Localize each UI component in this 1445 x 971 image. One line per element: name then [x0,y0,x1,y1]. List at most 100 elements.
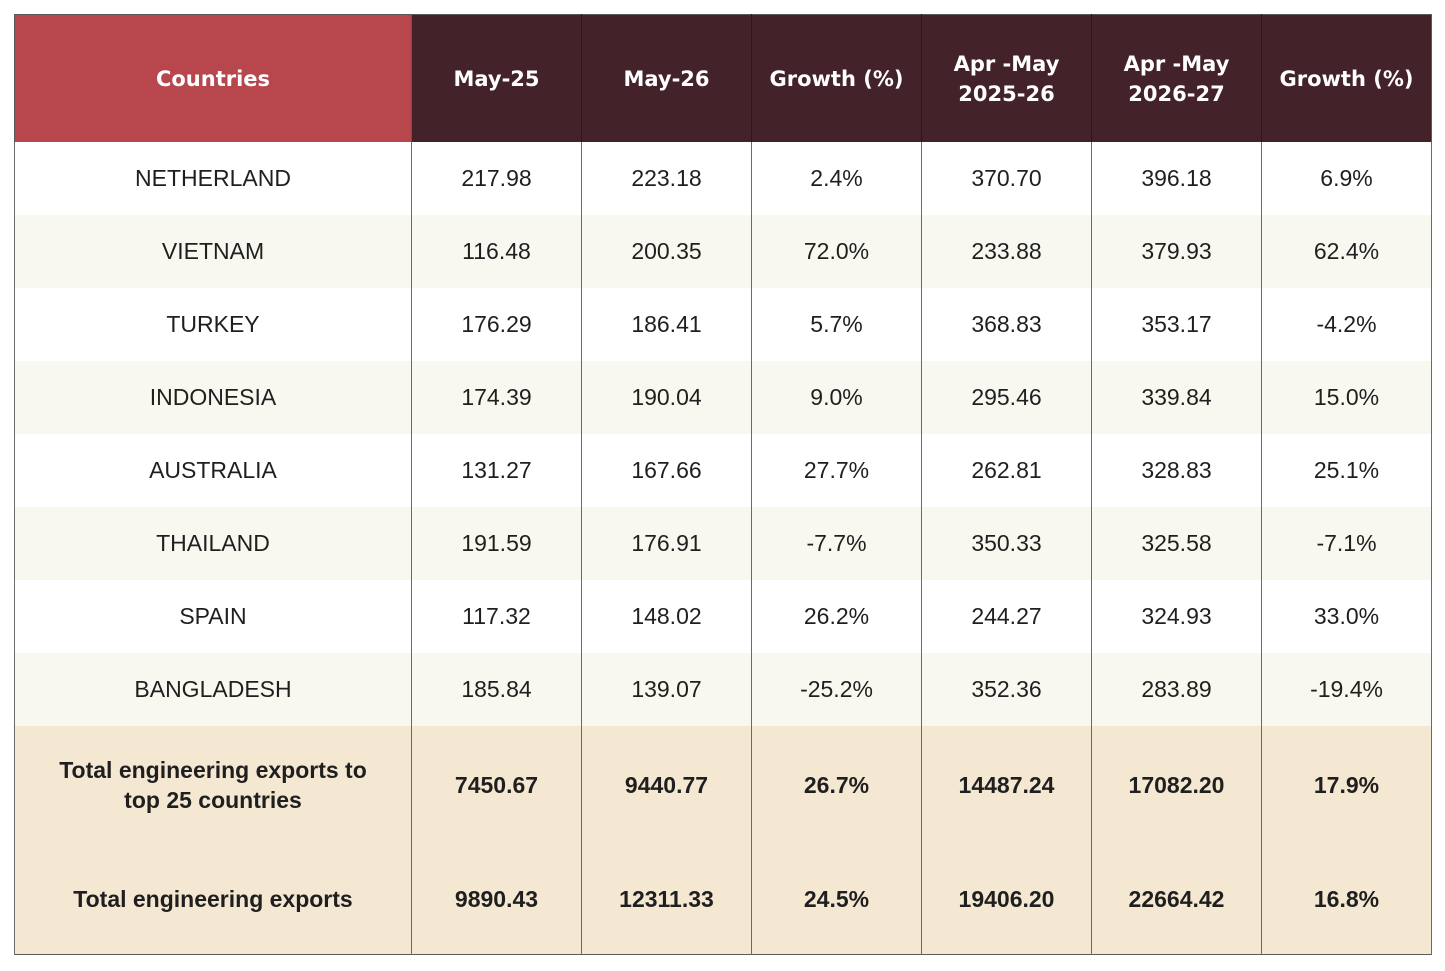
total-label-text: top 25 countries [124,787,302,813]
total-value-cell: 14487.24 [921,726,1092,844]
total-value-cell: 26.7% [751,726,922,844]
column-header-text: Growth (%) [1279,66,1414,91]
column-header-text: Apr -May [953,51,1060,76]
value-cell: 167.66 [581,434,752,507]
total-value-cell: 9890.43 [411,844,582,955]
header-row: Countries May-25 May-26 Growth (%) Apr -May 2… [14,14,1432,142]
value-cell: 191.59 [411,507,582,580]
column-header-text: Countries [155,66,271,91]
value-cell: 244.27 [921,580,1092,653]
column-header-text: 2026-27 [1128,81,1225,106]
value-cell: 9.0% [751,361,922,434]
value-cell: 324.93 [1091,580,1262,653]
column-header-text: May-25 [453,66,540,91]
value-cell: 295.46 [921,361,1092,434]
column-header: May-26 [581,14,752,142]
column-header: Countries [14,14,412,142]
value-cell: 217.98 [411,142,582,215]
total-value-cell: 19406.20 [921,844,1092,955]
column-header-text: Growth (%) [769,66,904,91]
column-header-text: 2025-26 [958,81,1055,106]
table-row: INDONESIA 174.39 190.04 9.0% 295.46 339.84 15.… [14,361,1432,434]
value-cell: 325.58 [1091,507,1262,580]
value-cell: 370.70 [921,142,1092,215]
value-cell: 62.4% [1261,215,1432,288]
engineering-exports-table: Countries May-25 May-26 Growth (%) Apr -May 2… [14,14,1432,955]
country-cell: THAILAND [14,507,412,580]
column-header: Apr -May 2025-26 [921,14,1092,142]
total-value-cell: 12311.33 [581,844,752,955]
country-cell: AUSTRALIA [14,434,412,507]
total-row: Total engineering exports 9890.43 12311.33… [14,844,1432,955]
total-label-text: Total engineering exports to [59,757,367,783]
value-cell: 174.39 [411,361,582,434]
column-header-text: May-26 [623,66,710,91]
value-cell: 190.04 [581,361,752,434]
total-label-cell: Total engineering exports [14,844,412,955]
value-cell: 72.0% [751,215,922,288]
total-label-cell: Total engineering exports to top 25 count… [14,726,412,844]
table-row: BANGLADESH 185.84 139.07 -25.2% 352.36 283.89… [14,653,1432,726]
country-cell: BANGLADESH [14,653,412,726]
table-body: NETHERLAND 217.98 223.18 2.4% 370.70 396.18 6.… [14,142,1432,955]
column-header: Growth (%) [1261,14,1432,142]
value-cell: 131.27 [411,434,582,507]
value-cell: 27.7% [751,434,922,507]
table-row: NETHERLAND 217.98 223.18 2.4% 370.70 396.18 6.… [14,142,1432,215]
total-label-text: Total engineering exports [73,886,353,912]
total-value-cell: 22664.42 [1091,844,1262,955]
value-cell: 328.83 [1091,434,1262,507]
country-cell: INDONESIA [14,361,412,434]
total-value-cell: 24.5% [751,844,922,955]
country-cell: TURKEY [14,288,412,361]
table-row: SPAIN 117.32 148.02 26.2% 244.27 324.93 33.0% [14,580,1432,653]
value-cell: 33.0% [1261,580,1432,653]
column-header: May-25 [411,14,582,142]
total-value-cell: 9440.77 [581,726,752,844]
value-cell: 283.89 [1091,653,1262,726]
value-cell: 186.41 [581,288,752,361]
table-row: TURKEY 176.29 186.41 5.7% 368.83 353.17 -4.2% [14,288,1432,361]
value-cell: 116.48 [411,215,582,288]
column-header: Apr -May 2026-27 [1091,14,1262,142]
value-cell: 176.29 [411,288,582,361]
table-container: Countries May-25 May-26 Growth (%) Apr -May 2… [14,14,1432,957]
table-row: VIETNAM 116.48 200.35 72.0% 233.88 379.93 62.4… [14,215,1432,288]
value-cell: 233.88 [921,215,1092,288]
value-cell: 26.2% [751,580,922,653]
value-cell: 185.84 [411,653,582,726]
value-cell: 262.81 [921,434,1092,507]
value-cell: 339.84 [1091,361,1262,434]
value-cell: 353.17 [1091,288,1262,361]
column-header: Growth (%) [751,14,922,142]
value-cell: 379.93 [1091,215,1262,288]
value-cell: 368.83 [921,288,1092,361]
value-cell: -7.1% [1261,507,1432,580]
value-cell: -25.2% [751,653,922,726]
total-value-cell: 17082.20 [1091,726,1262,844]
total-value-cell: 7450.67 [411,726,582,844]
value-cell: -4.2% [1261,288,1432,361]
value-cell: 6.9% [1261,142,1432,215]
value-cell: 117.32 [411,580,582,653]
value-cell: 176.91 [581,507,752,580]
country-cell: SPAIN [14,580,412,653]
value-cell: -19.4% [1261,653,1432,726]
value-cell: 25.1% [1261,434,1432,507]
value-cell: 15.0% [1261,361,1432,434]
value-cell: 223.18 [581,142,752,215]
total-row: Total engineering exports to top 25 count… [14,726,1432,844]
column-header-text: Apr -May [1123,51,1230,76]
value-cell: 139.07 [581,653,752,726]
country-cell: NETHERLAND [14,142,412,215]
value-cell: 5.7% [751,288,922,361]
value-cell: 396.18 [1091,142,1262,215]
country-cell: VIETNAM [14,215,412,288]
value-cell: 200.35 [581,215,752,288]
table-row: AUSTRALIA 131.27 167.66 27.7% 262.81 328.83 25… [14,434,1432,507]
value-cell: 350.33 [921,507,1092,580]
value-cell: 2.4% [751,142,922,215]
value-cell: 352.36 [921,653,1092,726]
total-value-cell: 16.8% [1261,844,1432,955]
value-cell: -7.7% [751,507,922,580]
